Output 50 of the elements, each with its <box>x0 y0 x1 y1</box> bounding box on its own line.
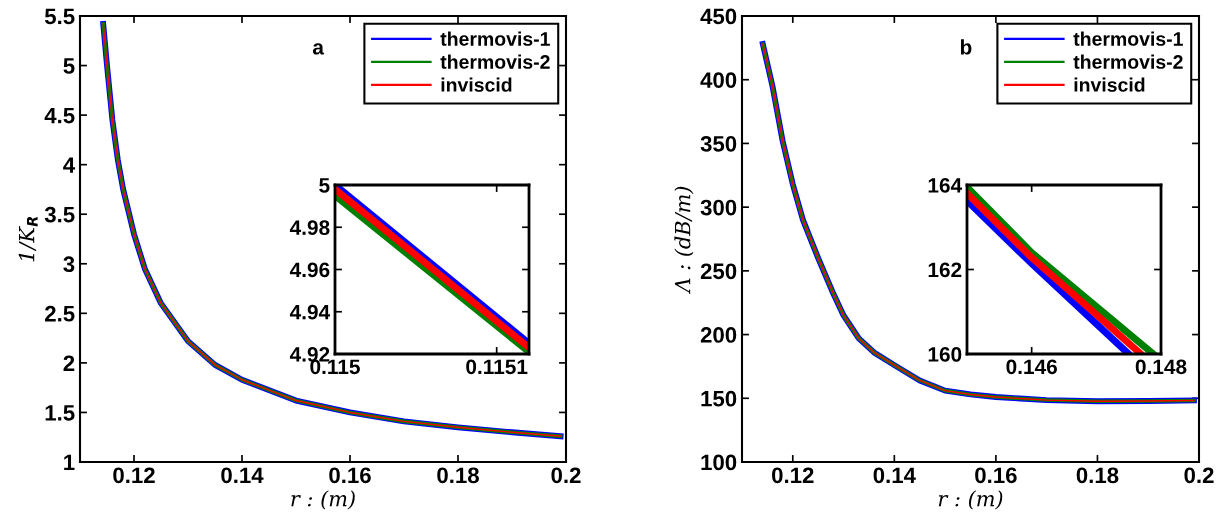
y-tick-label: 250 <box>700 263 737 280</box>
x-tick-label: 0.1151 <box>466 359 528 375</box>
y-tick-label: 150 <box>701 390 737 407</box>
legend-label: thermovis-1 <box>1073 31 1183 46</box>
y-tick-label: 100 <box>701 454 737 471</box>
y-tick-label: 4.5 <box>44 107 75 124</box>
y-tick-label: 4.98 <box>289 220 330 235</box>
legend-label: inviscid <box>441 77 512 92</box>
annotation: a <box>312 43 325 55</box>
y-tick-label: 1.5 <box>45 405 75 421</box>
y-tick-label: 3.5 <box>44 206 75 223</box>
y-tick-label: 164 <box>928 178 963 193</box>
x-axis-title: r : (m) <box>938 490 1003 510</box>
x-tick-label: 0.146 <box>1006 359 1057 375</box>
x-tick-label: 0.2 <box>1184 467 1214 484</box>
y-tick-label: 162 <box>928 262 962 278</box>
y-tick-label: 400 <box>700 72 737 88</box>
x-tick-label: 0.14 <box>873 467 916 484</box>
legend-label: thermovis-1 <box>440 31 550 46</box>
x-tick-label: 0.16 <box>975 467 1017 484</box>
y-tick-label: 4.96 <box>289 262 330 278</box>
y-tick-label: 1 <box>64 454 75 471</box>
x-tick-label: 0.18 <box>1076 467 1119 484</box>
y-tick-label: 4.94 <box>289 304 331 320</box>
y-tick-label: 450 <box>700 8 737 25</box>
y-tick-label: 2.5 <box>45 305 75 322</box>
y-axis-title: Λ : (dB/m) <box>674 186 694 295</box>
y-tick-label: 300 <box>700 199 737 216</box>
x-axis-title: r : (m) <box>291 490 355 510</box>
x-tick-label: 0.18 <box>437 467 479 484</box>
legend-label: inviscid <box>1074 77 1145 92</box>
y-tick-label: 3 <box>63 256 75 273</box>
legend-label: thermovis-2 <box>440 54 550 69</box>
x-tick-label: 0.2 <box>551 467 581 484</box>
y-axis-title: 1/K$_{R}$ <box>18 216 38 262</box>
y-tick-label: 200 <box>700 327 737 343</box>
x-tick-label: 0.12 <box>772 467 814 484</box>
y-tick-label: 5 <box>319 178 330 193</box>
x-tick-label: 0.148 <box>1135 359 1187 375</box>
y-tick-label: 350 <box>700 135 737 152</box>
x-tick-label: 0.16 <box>329 467 371 484</box>
y-tick-label: 2 <box>63 355 75 371</box>
y-tick-label: 160 <box>928 347 962 362</box>
legend-label: thermovis-2 <box>1073 54 1183 69</box>
x-tick-label: 0.14 <box>221 467 264 484</box>
annotation: b <box>960 39 972 55</box>
y-tick-label: 4 <box>63 157 76 173</box>
y-tick-label: 5.5 <box>44 8 75 25</box>
x-tick-label: 0.12 <box>113 467 155 484</box>
y-tick-label: 5 <box>63 58 75 74</box>
